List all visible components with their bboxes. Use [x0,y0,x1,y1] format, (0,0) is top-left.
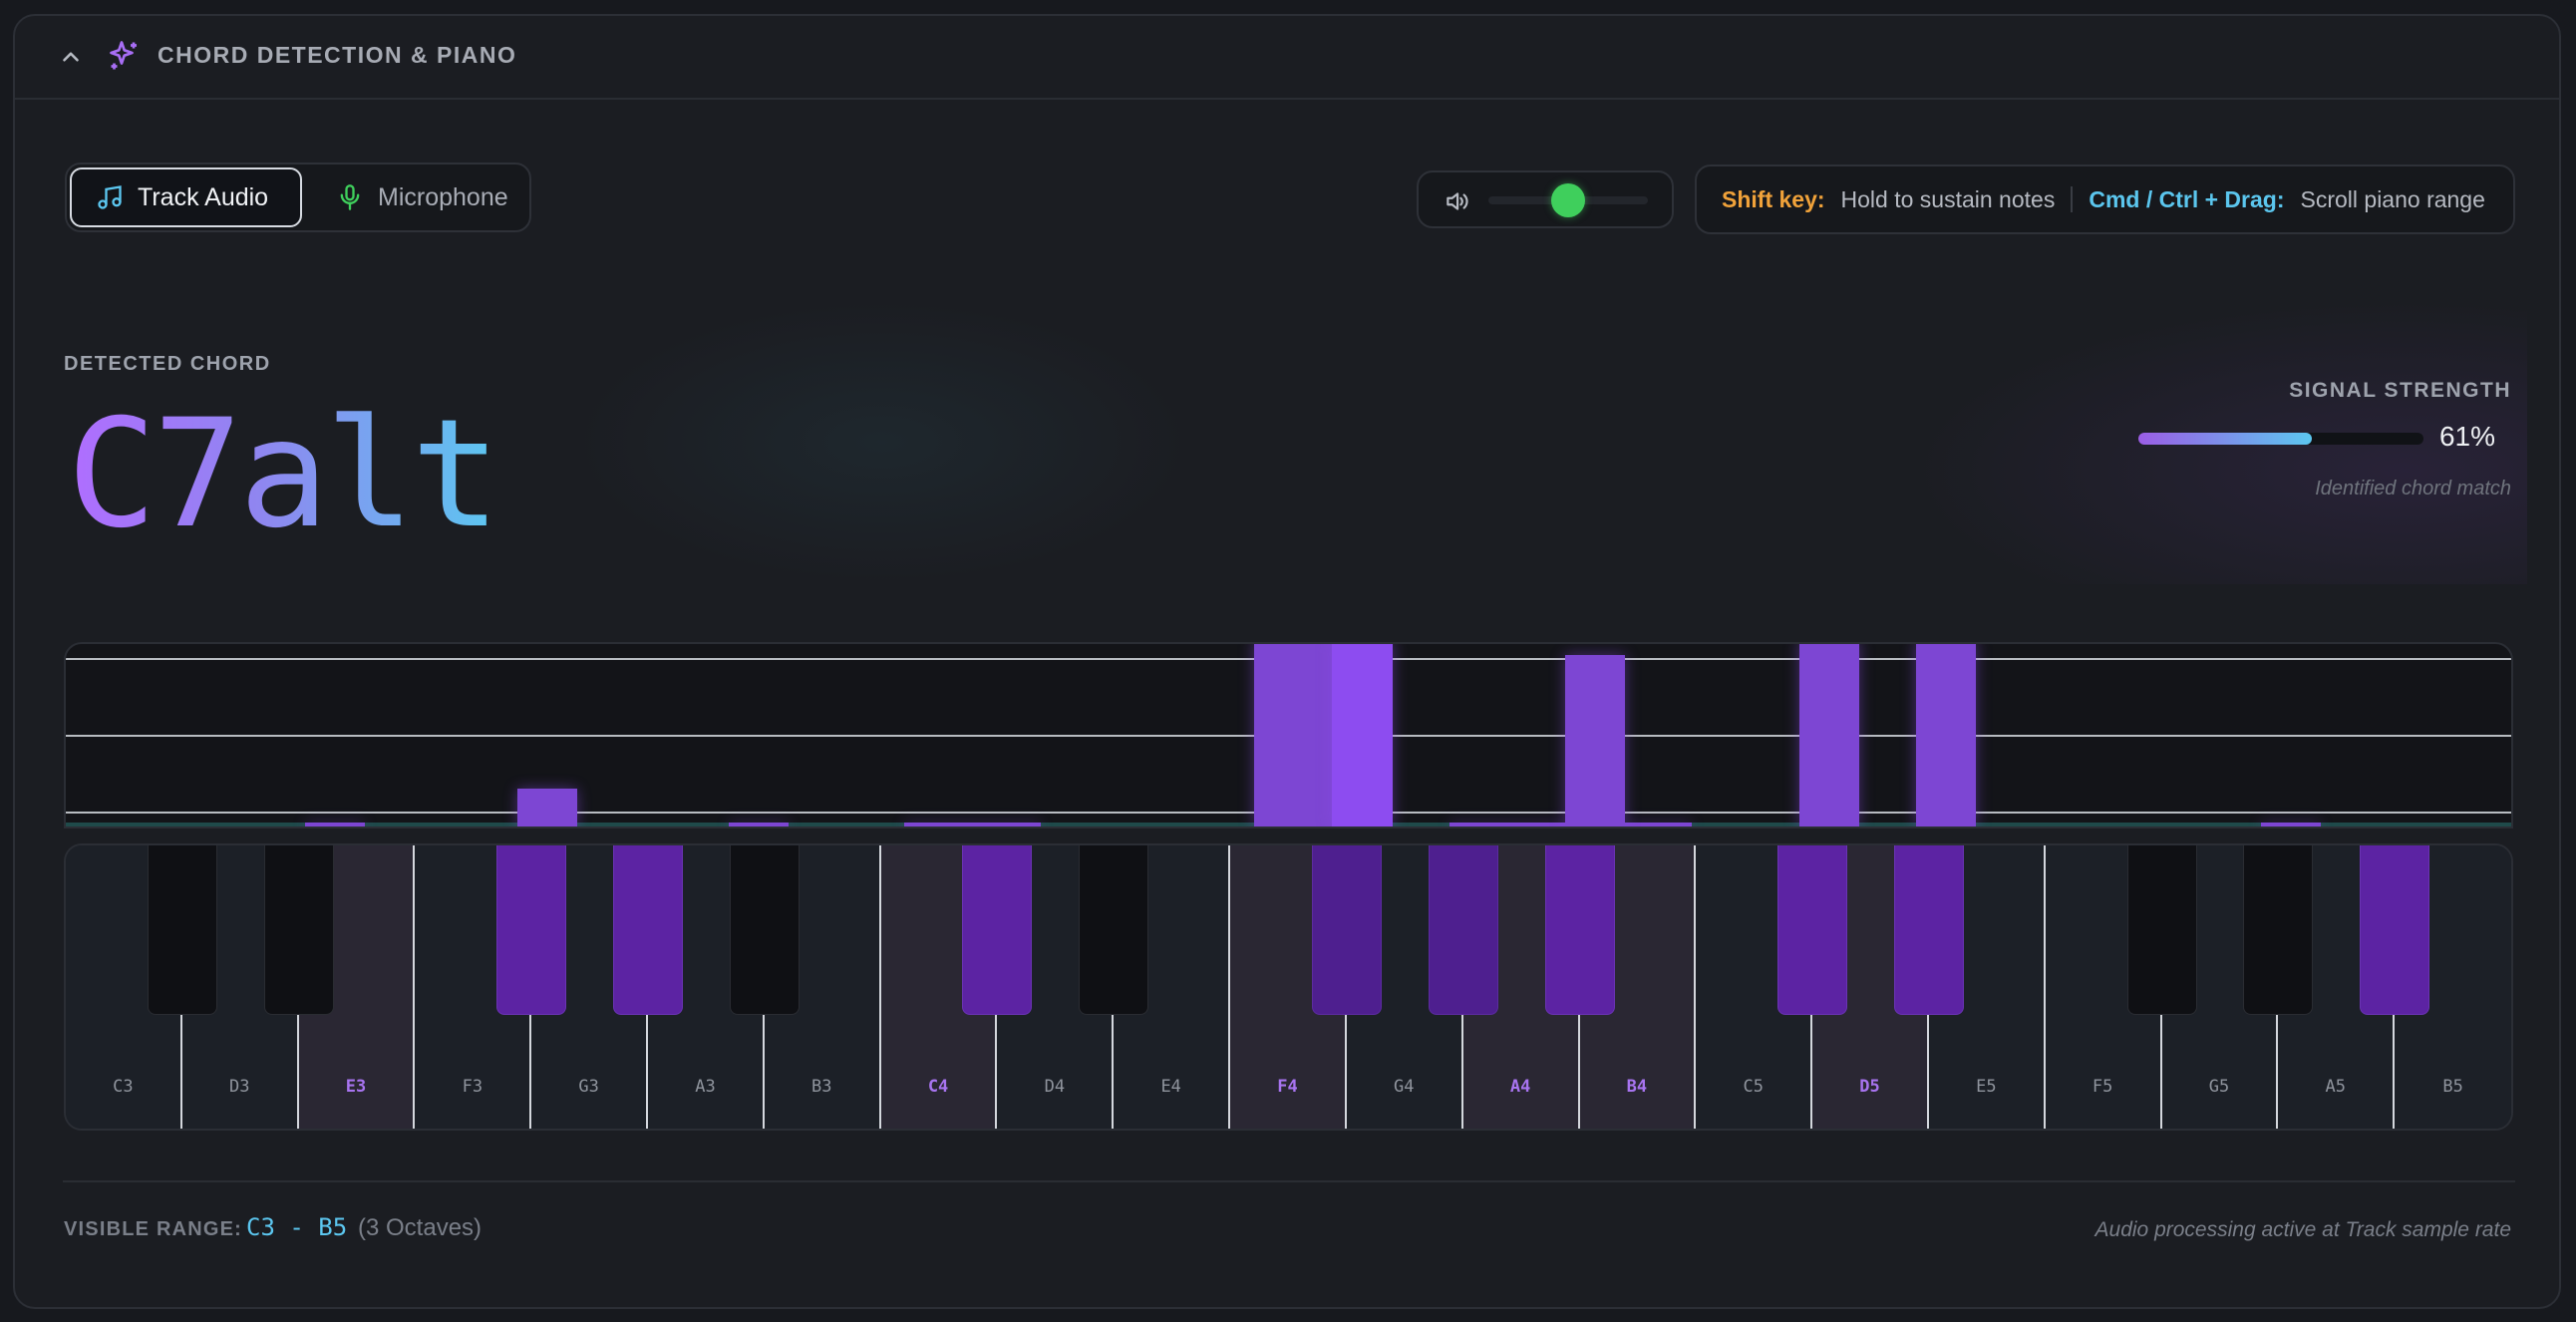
key-label: C4 [927,1077,949,1097]
panel-header[interactable]: CHORD DETECTION & PIANO [15,16,2559,100]
visible-range-value: C3 - B5 [246,1213,348,1241]
black-key-csharp4[interactable] [962,845,1033,1015]
visible-range-octaves: (3 Octaves) [358,1214,483,1241]
piano-keyboard[interactable]: C3 D3 E3 F3 G3 A3 B3 C4 D4 E4 F4 G4 A4 B4 C5 D5 E5 F5 G5 A5… [64,843,2513,1131]
black-key-dsharp4[interactable] [1079,845,1149,1015]
key-label: F5 [2092,1077,2113,1097]
spectrum-bar [1799,644,1859,826]
track-audio-label: Track Audio [138,182,269,211]
signal-strength-bar [2138,433,2423,445]
signal-strength-value: 61% [2438,421,2495,452]
black-key-dsharp5[interactable] [1893,845,1964,1015]
pitch-spectrum [64,642,2513,828]
black-key-gsharp4[interactable] [1428,845,1498,1015]
key-label: E4 [1160,1077,1181,1097]
key-label: C3 [113,1077,134,1097]
key-label: A5 [2325,1077,2347,1097]
key-label: G4 [1394,1077,1415,1097]
spectrum-bar [1254,644,1336,826]
key-label: F4 [1277,1077,1298,1097]
microphone-icon [340,184,360,210]
key-label: D4 [1044,1077,1066,1097]
volume-control [1417,170,1674,228]
black-key-fsharp4[interactable] [1311,845,1382,1015]
visible-range-label: VISIBLE RANGE: [64,1218,243,1240]
spectrum-bar [517,789,577,826]
black-key-asharp5[interactable] [2360,845,2430,1015]
shortcuts-hint: Shift key: Hold to sustain notes Cmd / C… [1695,165,2515,234]
spectrum-bar [305,823,365,826]
key-label: B3 [811,1077,832,1097]
sparkles-icon [110,41,137,70]
spectrum-bar [904,823,1041,826]
key-label: C5 [1743,1077,1764,1097]
key-label: G5 [2208,1077,2230,1097]
key-label: D3 [228,1077,250,1097]
detected-chord-label: DETECTED CHORD [64,353,271,375]
shortcut-divider [2071,186,2074,212]
volume-slider-knob[interactable] [1551,183,1585,217]
black-key-csharp5[interactable] [1777,845,1848,1015]
spectrum-bar [1332,644,1393,826]
black-key-dsharp3[interactable] [263,845,334,1015]
cmd-drag-label: Cmd / Ctrl + Drag: [2089,185,2285,212]
signal-strength-label: SIGNAL STRENGTH [2289,379,2511,402]
spectrum-bar [729,823,789,826]
panel-title: CHORD DETECTION & PIANO [158,42,517,68]
cmd-drag-desc: Scroll piano range [2300,185,2485,212]
footer-divider [63,1180,2515,1182]
audio-source-toggle: Track Audio Microphone [65,163,531,232]
speaker-icon[interactable] [1443,188,1470,214]
microphone-label: Microphone [378,182,508,211]
black-key-gsharp5[interactable] [2243,845,2314,1015]
key-label: F3 [462,1077,483,1097]
key-label: E3 [345,1077,367,1097]
black-key-csharp3[interactable] [147,845,217,1015]
music-note-icon [98,185,122,209]
track-audio-button[interactable]: Track Audio [70,167,302,227]
spectrum-bar [1916,644,1976,826]
signal-strength-caption: Identified chord match [2315,478,2511,499]
key-label: D5 [1859,1077,1880,1097]
signal-strength-fill [2138,433,2313,445]
key-label: B4 [1626,1077,1648,1097]
black-key-fsharp3[interactable] [496,845,567,1015]
chevron-up-icon[interactable] [58,44,84,70]
spectrum-bar [1565,655,1625,826]
black-key-fsharp5[interactable] [2126,845,2197,1015]
detected-chord-name: C7alt [67,388,501,561]
chord-detection-panel: CHORD DETECTION & PIANO Track Audio Micr… [13,14,2561,1309]
key-label: E5 [1976,1077,1997,1097]
key-label: A3 [695,1077,716,1097]
black-key-gsharp3[interactable] [613,845,684,1015]
key-label: B5 [2442,1077,2463,1097]
black-key-asharp4[interactable] [1544,845,1615,1015]
background-glow [573,300,1191,584]
key-label: G3 [578,1077,599,1097]
key-label: A4 [1509,1077,1531,1097]
audio-processing-note: Audio processing active at Track sample … [2094,1218,2511,1241]
spectrum-bar [2261,823,2321,826]
microphone-button[interactable]: Microphone [312,167,521,227]
shift-key-label: Shift key: [1722,185,1825,212]
black-key-asharp3[interactable] [729,845,800,1015]
shift-key-desc: Hold to sustain notes [1840,185,2056,212]
